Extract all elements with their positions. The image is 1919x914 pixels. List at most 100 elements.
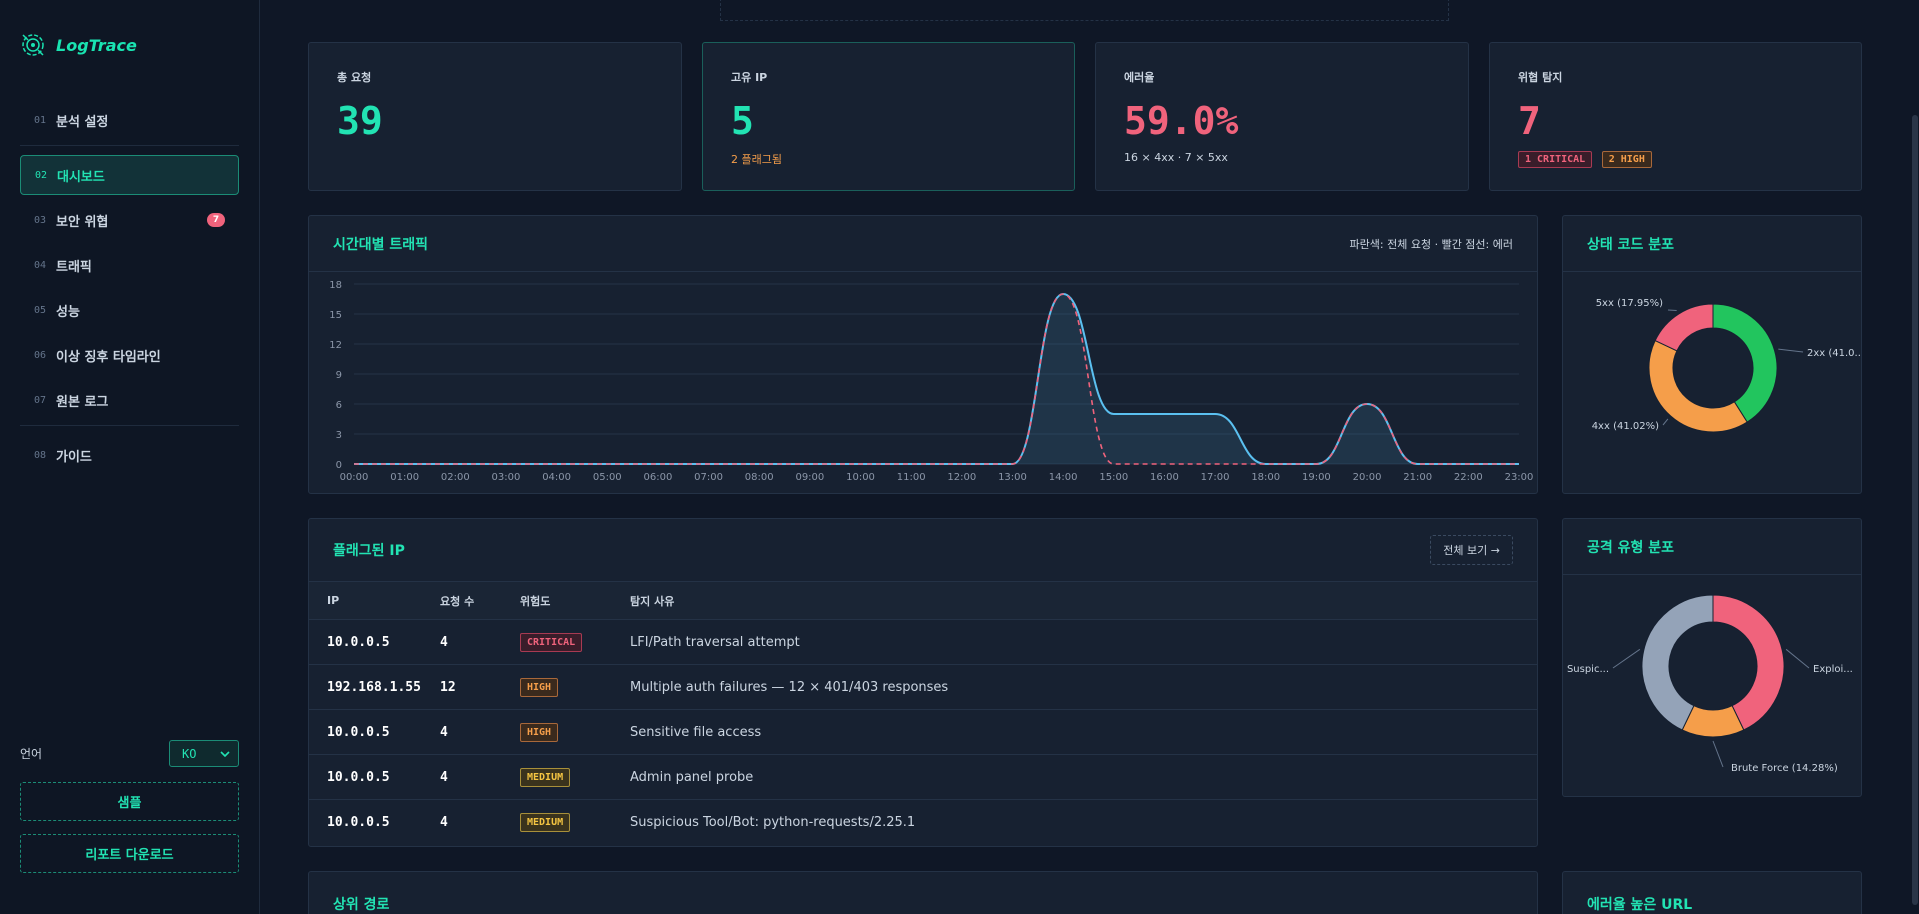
x-tick-label: 03:00	[492, 472, 521, 483]
table-row[interactable]: 10.0.0.5 4 HIGH Sensitive file access	[309, 710, 1537, 755]
stat-title: 고유 IP	[731, 71, 768, 84]
x-tick-label: 10:00	[846, 472, 875, 483]
reason-cell: LFI/Path traversal attempt	[630, 634, 800, 650]
download-report-button[interactable]: 리포트 다운로드	[20, 834, 239, 873]
chevron-down-icon	[220, 750, 230, 757]
traffic-panel: 시간대별 트래픽 파란색: 전체 요청 · 빨간 점선: 에러 0 3 6 9 12 15…	[308, 215, 1538, 494]
column-header-requests[interactable]: 요청 수	[440, 594, 475, 608]
x-tick-label: 05:00	[593, 472, 622, 483]
x-tick-label: 09:00	[795, 472, 824, 483]
donut-slice	[1712, 303, 1778, 423]
table-row[interactable]: 10.0.0.5 4 CRITICAL LFI/Path traversal a…	[309, 620, 1537, 665]
sidebar-item-anomaly-timeline[interactable]: 06 이상 징후 타임라인	[20, 335, 239, 375]
sidebar-item-dashboard[interactable]: 02 대시보드	[20, 155, 239, 195]
y-tick-label: 3	[336, 430, 342, 441]
stat-value: 7	[1518, 99, 1541, 143]
panel-header: 시간대별 트래픽 파란색: 전체 요청 · 빨간 점선: 에러	[309, 216, 1537, 272]
panel-title: 시간대별 트래픽	[333, 236, 429, 253]
attack-type-panel: 공격 유형 분포 Exploi... Brute Force (14.28%) Su…	[1562, 518, 1862, 797]
x-tick-label: 00:00	[340, 472, 369, 483]
reason-cell: Multiple auth failures — 12 × 401/403 re…	[630, 679, 949, 695]
ip-cell: 10.0.0.5	[327, 634, 390, 650]
sample-button[interactable]: 샘플	[20, 782, 239, 821]
label-leader-line	[1612, 648, 1641, 669]
y-tick-label: 12	[329, 340, 342, 351]
stat-sub: 2 플래그됨	[731, 153, 782, 166]
slice-label: Brute Force (14.28%)	[1731, 763, 1838, 774]
risk-badge: MEDIUM	[520, 813, 571, 832]
risk-badge: HIGH	[520, 722, 559, 742]
sidebar-item-analysis-settings[interactable]: 01 분석 설정	[20, 100, 239, 140]
table-row[interactable]: 10.0.0.5 4 MEDIUM Admin panel probe	[309, 755, 1537, 800]
label-leader-line	[1662, 418, 1669, 426]
x-tick-label: 04:00	[542, 472, 571, 483]
nav-label: 분석 설정	[56, 114, 109, 130]
stat-title: 에러율	[1124, 71, 1155, 84]
stat-value: 59.0%	[1124, 99, 1239, 143]
table-header: IP 요청 수 위험도 탐지 사유	[309, 582, 1537, 620]
top-dropzone-edge	[720, 0, 1449, 21]
x-tick-label: 20:00	[1353, 472, 1382, 483]
y-tick-label: 6	[336, 400, 342, 411]
column-header-reason[interactable]: 탐지 사유	[630, 594, 675, 608]
language-select[interactable]: KO	[169, 740, 239, 767]
column-header-ip[interactable]: IP	[327, 594, 340, 607]
nav-number: 02	[35, 169, 48, 181]
panel-header: 공격 유형 분포	[1563, 519, 1861, 575]
threat-count-badge: 7	[207, 213, 225, 227]
view-all-button[interactable]: 전체 보기 →	[1430, 535, 1513, 565]
panel-title: 상태 코드 분포	[1587, 236, 1675, 253]
table-row[interactable]: 192.168.1.55 12 HIGH Multiple auth failu…	[309, 665, 1537, 710]
ip-cell: 10.0.0.5	[327, 724, 390, 740]
risk-cell: MEDIUM	[520, 813, 630, 832]
nav-label: 성능	[56, 304, 80, 320]
reason-cell: Sensitive file access	[630, 724, 762, 740]
nav-label: 가이드	[56, 449, 92, 465]
x-tick-label: 13:00	[998, 472, 1027, 483]
x-tick-label: 22:00	[1454, 472, 1483, 483]
flagged-ip-panel: 플래그된 IP 전체 보기 → IP 요청 수 위험도 탐지 사유 10.0.0…	[308, 518, 1538, 847]
sidebar-item-raw-logs[interactable]: 07 원본 로그	[20, 380, 239, 420]
slice-label: 4xx (41.02%)	[1592, 421, 1659, 432]
app-logo[interactable]: LogTrace	[20, 32, 137, 58]
sidebar-nav: 01 분석 설정 02 대시보드 03 보안 위협 7 04 트래픽 05 성능…	[20, 100, 239, 480]
reason-cell: Suspicious Tool/Bot: python-requests/2.2…	[630, 815, 916, 830]
panel-title: 플래그된 IP	[333, 543, 405, 559]
slice-label: Suspic...	[1567, 664, 1609, 675]
panel-header: 상태 코드 분포	[1563, 216, 1861, 272]
x-tick-label: 15:00	[1099, 472, 1128, 483]
language-row: 언어 KO	[20, 740, 239, 767]
scrollbar-thumb[interactable]	[1912, 115, 1918, 905]
page-scrollbar[interactable]	[1911, 0, 1919, 914]
risk-cell: CRITICAL	[520, 632, 630, 652]
slice-label: Exploi...	[1813, 664, 1853, 675]
panel-title: 에러율 높은 URL	[1587, 897, 1693, 913]
x-tick-label: 01:00	[390, 472, 419, 483]
label-leader-line	[1778, 348, 1804, 353]
nav-label: 대시보드	[57, 169, 105, 185]
table-row[interactable]: 10.0.0.5 4 MEDIUM Suspicious Tool/Bot: p…	[309, 800, 1537, 845]
nav-number: 07	[34, 394, 47, 406]
label-leader-line	[1667, 309, 1677, 312]
reason-cell: Admin panel probe	[630, 769, 754, 785]
column-header-risk[interactable]: 위험도	[520, 594, 551, 608]
x-tick-label: 02:00	[441, 472, 470, 483]
stat-value: 5	[731, 99, 754, 143]
sidebar-item-performance[interactable]: 05 성능	[20, 290, 239, 330]
critical-tag: 1 CRITICAL	[1518, 151, 1593, 168]
risk-badge: CRITICAL	[520, 632, 583, 652]
sidebar: LogTrace 01 분석 설정 02 대시보드 03 보안 위협 7 04 …	[0, 0, 260, 914]
sidebar-item-guide[interactable]: 08 가이드	[20, 435, 239, 475]
x-tick-label: 16:00	[1150, 472, 1179, 483]
chart-legend-note: 파란색: 전체 요청 · 빨간 점선: 에러	[1349, 237, 1513, 251]
x-tick-label: 07:00	[694, 472, 723, 483]
label-leader-line	[1785, 648, 1810, 669]
requests-cell: 4	[440, 769, 448, 785]
risk-badge: MEDIUM	[520, 767, 571, 787]
stat-title: 총 요청	[337, 71, 372, 84]
x-tick-label: 14:00	[1049, 472, 1078, 483]
sidebar-item-traffic[interactable]: 04 트래픽	[20, 245, 239, 285]
risk-cell: HIGH	[520, 677, 630, 697]
x-tick-label: 23:00	[1505, 472, 1534, 483]
sidebar-item-security-threats[interactable]: 03 보안 위협 7	[20, 200, 239, 240]
